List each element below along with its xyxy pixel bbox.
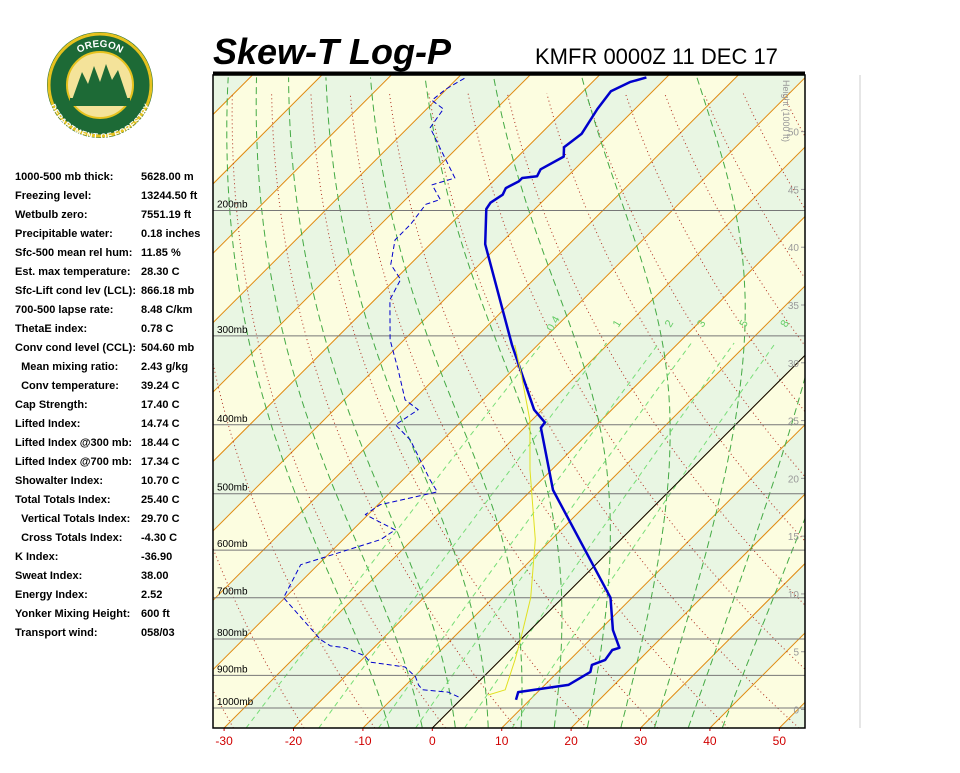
x-tick-label: 10 [495, 734, 509, 748]
index-label: Est. max temperature: [15, 266, 131, 278]
isotherm [849, 75, 960, 728]
pressure-label: 600mb [217, 539, 248, 550]
index-label: Sfc-500 mean rel hum: [15, 247, 132, 259]
x-tick-label: 20 [564, 734, 578, 748]
index-value: 600 ft [141, 608, 170, 620]
index-label: Freezing level: [15, 190, 91, 202]
index-value: 0.18 inches [141, 228, 200, 240]
index-value: 11.85 % [141, 247, 181, 259]
band [779, 75, 960, 728]
height-label: 5 [793, 648, 799, 659]
index-value: 13244.50 ft [141, 190, 198, 202]
index-label: 1000-500 mb thick: [15, 171, 113, 183]
index-value: 29.70 C [141, 513, 180, 525]
index-value: 18.44 C [141, 437, 180, 449]
height-label: 30 [788, 359, 800, 370]
x-tick-label: 30 [634, 734, 648, 748]
pressure-label: 800mb [217, 628, 248, 639]
height-label: 25 [788, 417, 800, 428]
pressure-label: 700mb [217, 587, 248, 598]
index-value: 7551.19 ft [141, 209, 191, 221]
pressure-label: 500mb [217, 483, 248, 494]
dry-adiabat [783, 94, 960, 728]
index-label: Precipitable water: [15, 228, 113, 240]
index-label: Sweat Index: [15, 570, 82, 582]
index-label: 700-500 lapse rate: [15, 304, 113, 316]
height-axis-label: Height (1000 ft) [781, 80, 791, 142]
index-value: 17.40 C [141, 399, 180, 411]
index-label: Vertical Totals Index: [15, 513, 130, 525]
index-value: 10.70 C [141, 475, 180, 487]
height-label: 0 [793, 706, 799, 717]
index-value: 38.00 [141, 570, 169, 582]
band [849, 75, 960, 728]
x-tick-label: -30 [215, 734, 233, 748]
index-label: ThetaE index: [15, 323, 87, 335]
index-value: 866.18 mb [141, 285, 194, 297]
index-value: 058/03 [141, 627, 175, 639]
index-value: 17.34 C [141, 456, 180, 468]
index-value: 504.60 mb [141, 342, 194, 354]
index-value: 39.24 C [141, 380, 180, 392]
height-label: 35 [788, 301, 800, 312]
height-label: 40 [788, 243, 800, 254]
x-tick-label: 0 [429, 734, 436, 748]
index-label: K Index: [15, 551, 58, 563]
index-label: Cap Strength: [15, 399, 88, 411]
indices: 1000-500 mb thick: 5628.00 m Freezing leve… [15, 171, 200, 639]
index-value: -4.30 C [141, 532, 177, 544]
dry-adiabat [861, 94, 960, 728]
index-label: Transport wind: [15, 627, 98, 639]
x-tick-label: -20 [285, 734, 303, 748]
x-tick-label: 50 [773, 734, 787, 748]
x-tick-label: -10 [354, 734, 372, 748]
index-value: 0.78 C [141, 323, 173, 335]
dry-adiabat [901, 94, 960, 728]
index-value: 5628.00 m [141, 171, 194, 183]
pressure-label: 200mb [217, 200, 248, 211]
index-value: 2.43 g/kg [141, 361, 188, 373]
height-label: 20 [788, 474, 800, 485]
index-label: Sfc-Lift cond lev (LCL): [15, 285, 136, 297]
logo-ground [70, 98, 130, 106]
index-label: Conv temperature: [15, 380, 119, 392]
height-label: 10 [788, 590, 800, 601]
index-label: Wetbulb zero: [15, 209, 88, 221]
dry-adiabat [940, 94, 960, 728]
height-label: 45 [788, 185, 800, 196]
index-label: Lifted Index @700 mb: [15, 456, 132, 468]
index-label: Showalter Index: [15, 475, 103, 487]
index-value: 28.30 C [141, 266, 180, 278]
index-value: 8.48 C/km [141, 304, 193, 316]
title: Skew-T Log-P [213, 31, 452, 72]
height-label: 15 [788, 532, 800, 543]
logo: OREGON DEPARTMENT OF FORESTRY [47, 32, 153, 141]
index-label: Lifted Index: [15, 418, 80, 430]
index-value: 25.40 C [141, 494, 180, 506]
dry-adiabat [822, 94, 960, 728]
index-value: 2.52 [141, 589, 162, 601]
station: KMFR 0000Z 11 DEC 17 [535, 44, 778, 69]
pressure-label: 300mb [217, 325, 248, 336]
index-label: Lifted Index @300 mb: [15, 437, 132, 449]
index-label: Mean mixing ratio: [15, 361, 118, 373]
pressure-label: 1000mb [217, 697, 254, 708]
index-label: Total Totals Index: [15, 494, 111, 506]
index-label: Conv cond level (CCL): [15, 342, 136, 354]
pressure-label: 400mb [217, 414, 248, 425]
index-label: Energy Index: [15, 589, 88, 601]
pressure-label: 900mb [217, 664, 248, 675]
index-value: 14.74 C [141, 418, 180, 430]
index-label: Cross Totals Index: [15, 532, 122, 544]
x-tick-label: 40 [703, 734, 717, 748]
isotherm [779, 75, 960, 728]
index-value: -36.90 [141, 551, 172, 563]
index-label: Yonker Mixing Height: [15, 608, 130, 620]
